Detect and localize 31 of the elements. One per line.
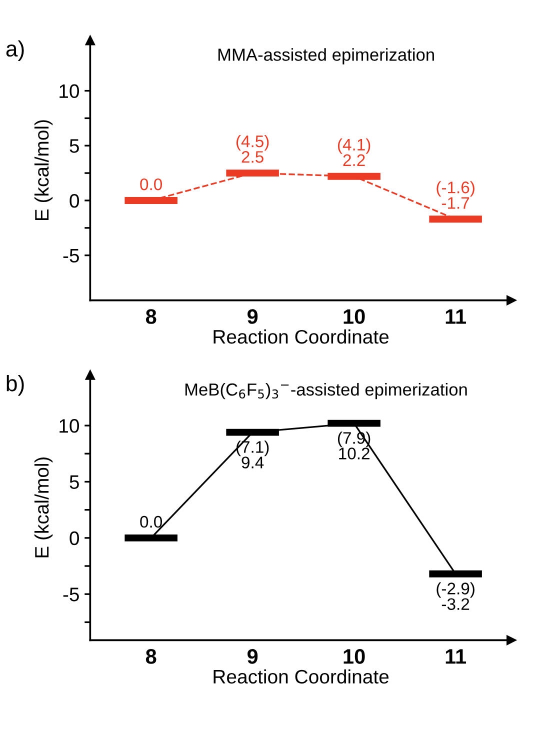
y-tick-label: 0 <box>70 531 80 546</box>
x-axis-title: Reaction Coordinate <box>214 669 389 684</box>
y-axis-title: E (kcal/mol) <box>34 457 53 558</box>
chart-title: MMA-assisted epimerization <box>218 48 434 64</box>
y-tick-label: 0 <box>70 194 80 208</box>
x-tick-label: 9 <box>248 309 258 324</box>
chart-title: MeB(C$_{6}$F$_{5}$)$_{3}$$^{−}$-assisted epimerization <box>185 382 467 400</box>
data-label: (4.5) 2.5 <box>236 135 269 163</box>
x-tick-label: 11 <box>446 309 466 324</box>
x-tick-label: 8 <box>146 649 156 664</box>
y-tick-label: -5 <box>63 588 79 602</box>
data-label: (-1.6) -1.7 <box>436 181 474 209</box>
data-label: 0.0 <box>140 178 162 190</box>
y-tick-label: -5 <box>63 248 79 263</box>
x-tick-label: 11 <box>446 649 466 664</box>
y-tick-label: 5 <box>70 475 79 489</box>
x-tick-label: 8 <box>146 309 156 324</box>
y-axis-title: E (kcal/mol) <box>34 120 53 220</box>
text: b) <box>6 374 24 396</box>
y-tick-label: 10 <box>60 84 80 98</box>
data-label: (7.1) 9.4 <box>236 440 269 468</box>
data-label: (-2.9) -3.2 <box>436 582 474 610</box>
x-tick-label: 10 <box>344 309 365 324</box>
text: a) <box>6 40 24 62</box>
y-tick-label: 5 <box>70 139 79 153</box>
data-label: 0.0 <box>140 516 162 528</box>
x-axis-title: Reaction Coordinate <box>214 329 389 344</box>
x-tick-label: 10 <box>344 649 365 664</box>
x-tick-label: 9 <box>248 649 258 664</box>
y-tick-label: 10 <box>60 419 80 433</box>
data-label: (4.1) 2.2 <box>338 138 370 166</box>
